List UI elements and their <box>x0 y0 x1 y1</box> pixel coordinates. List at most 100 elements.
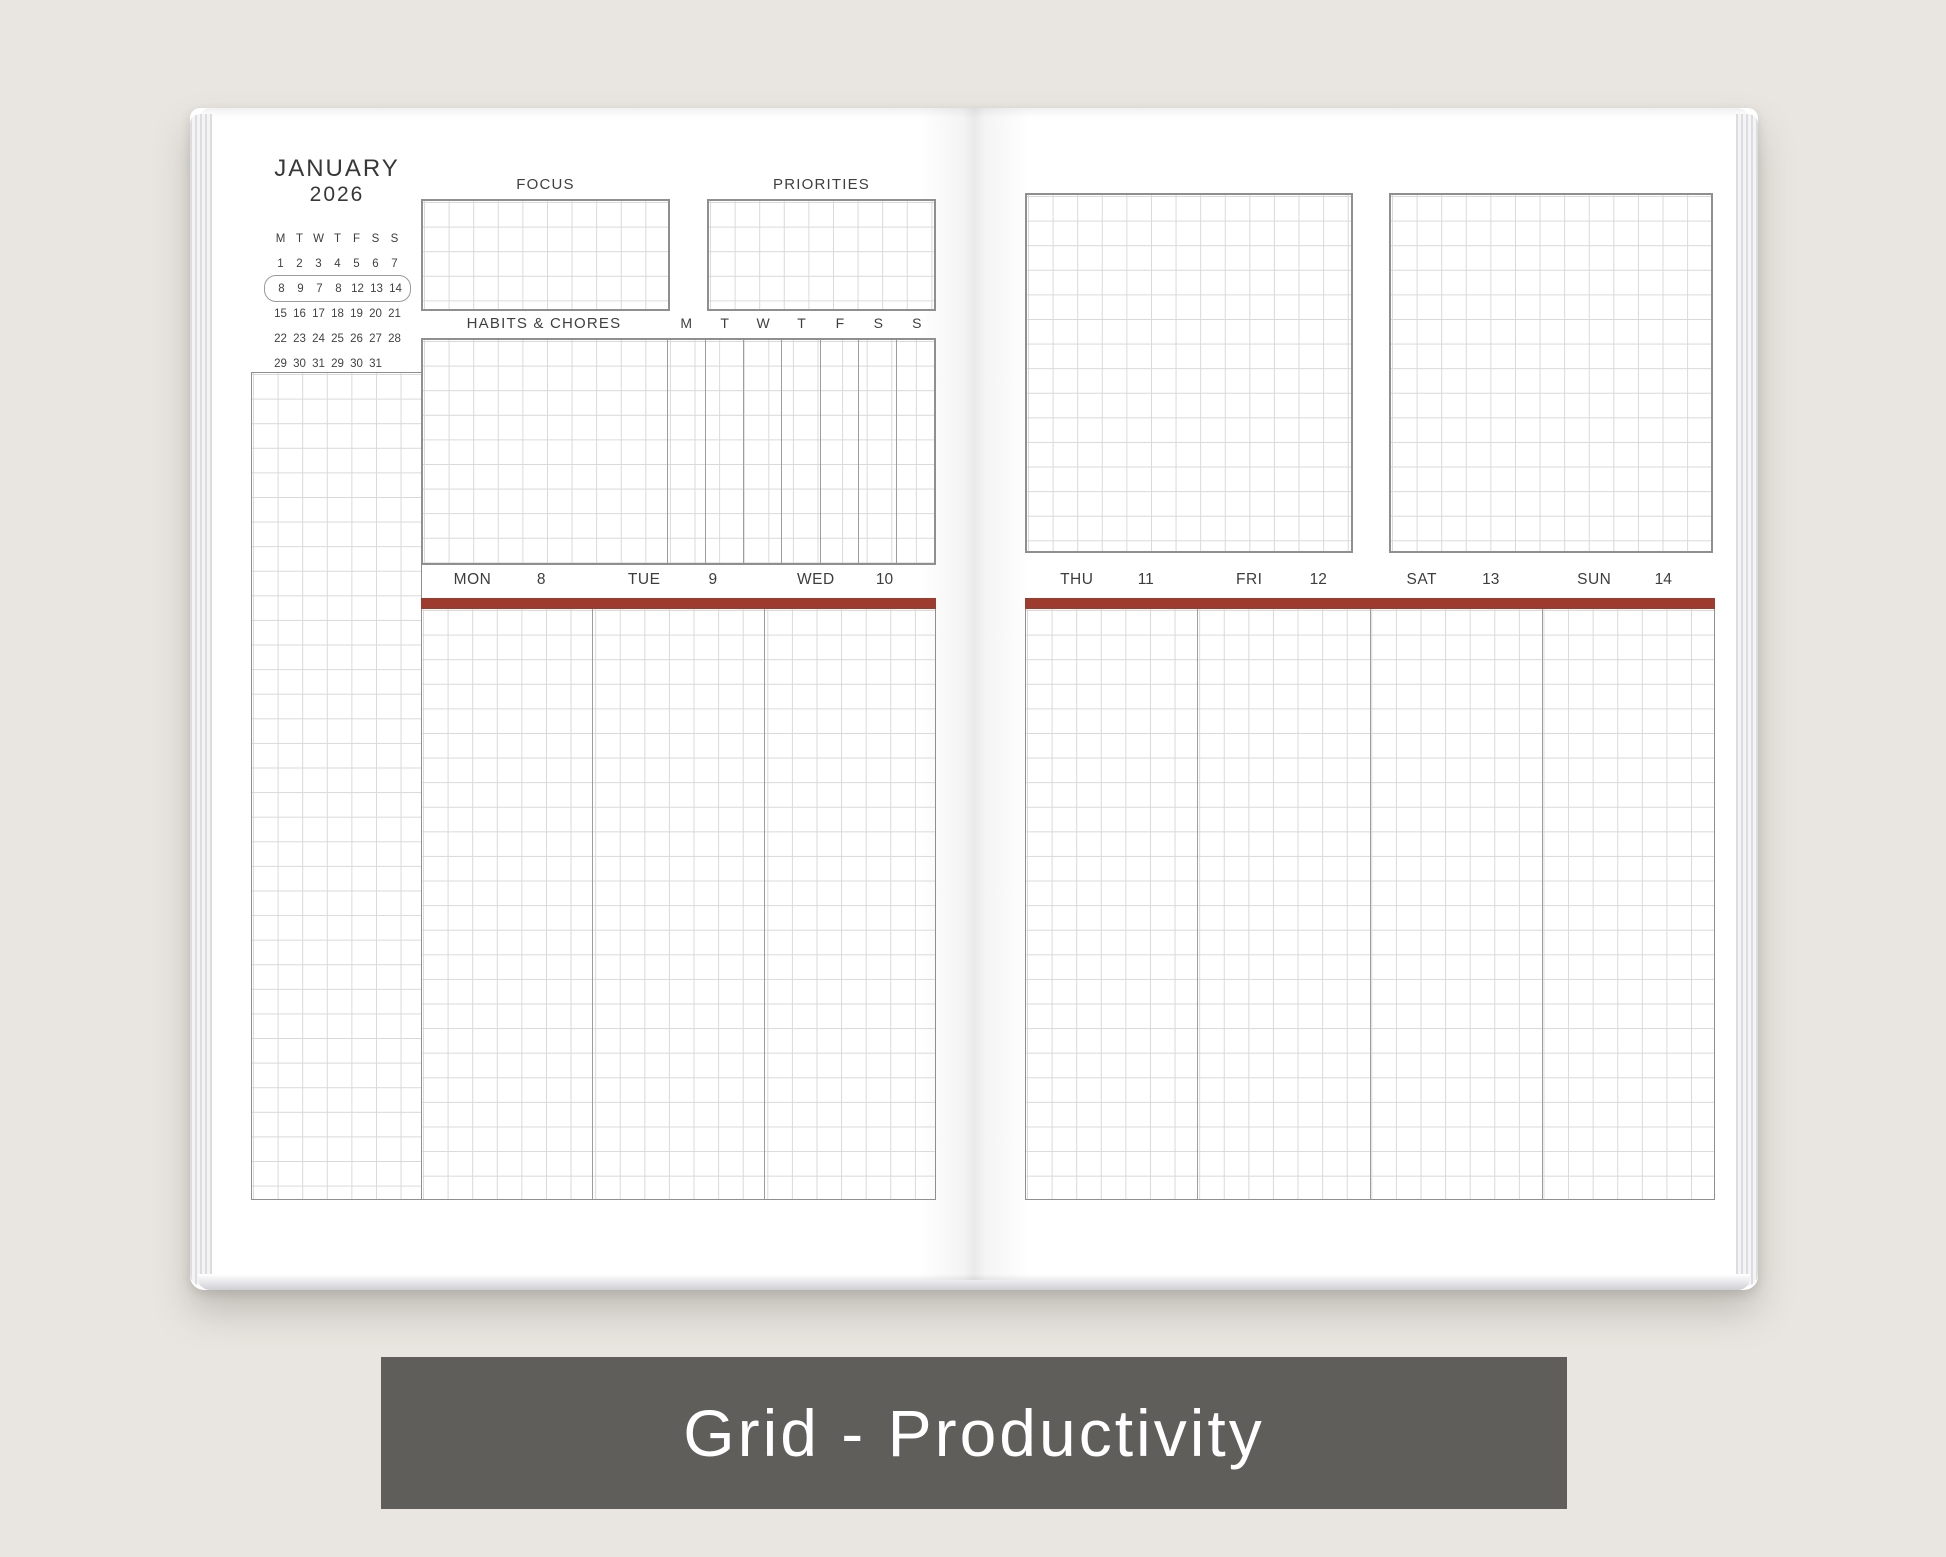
habit-weekday-label: M <box>680 315 693 331</box>
weekday-label: S <box>371 232 380 245</box>
calendar-day: 21 <box>388 307 401 320</box>
day-header-sun: SUN 14 <box>1543 566 1716 596</box>
calendar-day: 17 <box>312 307 325 320</box>
habits-section-label: HABITS & CHORES <box>466 315 622 332</box>
day-date: 11 <box>1137 571 1154 588</box>
day-date: 12 <box>1309 571 1327 588</box>
focus-section-label: FOCUS <box>516 176 575 193</box>
habit-column <box>857 340 896 563</box>
day-column-fri <box>1197 609 1369 1199</box>
calendar-day: 31 <box>369 357 382 370</box>
calendar-day: 30 <box>293 357 306 370</box>
calendar-day: 28 <box>388 332 401 345</box>
page-edges-bottom <box>198 1274 1750 1290</box>
day-date: 10 <box>875 571 894 588</box>
page-edges-right <box>1736 114 1758 1286</box>
calendar-day: 16 <box>293 307 306 320</box>
mini-calendar: M T W T F S S 1 2 3 4 5 6 7 8 9 7 8 12 1… <box>264 226 411 376</box>
priorities-grid-box <box>707 199 936 311</box>
caption-banner-label: Grid - Productivity <box>683 1396 1265 1470</box>
calendar-day: 18 <box>331 307 344 320</box>
weekday-label: M <box>275 232 286 245</box>
day-name: FRI <box>1236 571 1263 588</box>
focus-grid-box <box>421 199 670 311</box>
calendar-day: 30 <box>350 357 363 370</box>
day-name: THU <box>1060 571 1094 588</box>
calendar-day: 27 <box>369 332 382 345</box>
right-page-day-columns <box>1025 609 1715 1200</box>
calendar-day: 13 <box>370 282 383 295</box>
right-page-notes-grid-left <box>1025 193 1353 553</box>
habits-tracker-box <box>421 338 936 565</box>
calendar-day: 4 <box>334 257 341 270</box>
calendar-day: 24 <box>312 332 325 345</box>
left-page-day-columns <box>421 609 936 1200</box>
day-header-fri: FRI 12 <box>1198 566 1371 596</box>
calendar-day: 6 <box>372 257 379 270</box>
calendar-day: 15 <box>274 307 287 320</box>
sidebar-notes-grid <box>251 372 422 1200</box>
weekday-label: T <box>333 232 342 245</box>
current-week-highlight: 8 9 7 8 12 13 14 <box>264 275 411 302</box>
calendar-day: 25 <box>331 332 344 345</box>
calendar-day: 5 <box>353 257 360 270</box>
calendar-week-row: 22 23 24 25 26 27 28 <box>271 326 404 351</box>
book-top-edge <box>200 108 1748 118</box>
calendar-day: 3 <box>315 257 322 270</box>
book-spine-gutter <box>919 108 1029 1280</box>
habit-column <box>705 340 743 563</box>
calendar-day: 26 <box>350 332 363 345</box>
right-page-notes-grid-right <box>1389 193 1713 553</box>
day-column-sun <box>1541 609 1714 1199</box>
calendar-day: 29 <box>331 357 344 370</box>
year-title: 2026 <box>309 182 365 206</box>
calendar-day: 19 <box>350 307 363 320</box>
calendar-week-row: 15 16 17 18 19 20 21 <box>271 301 404 326</box>
weekday-label: W <box>313 232 324 245</box>
habit-weekday-label: F <box>835 315 845 331</box>
month-year-title: JANUARY 2026 <box>257 155 417 207</box>
left-page-accent-bar <box>421 598 936 609</box>
right-page-day-headers: THU 11 FRI 12 SAT 13 SUN 14 <box>1025 566 1715 596</box>
mini-calendar-weekday-header: M T W T F S S <box>271 226 404 251</box>
day-column-mon <box>422 609 592 1199</box>
day-date: 13 <box>1482 571 1500 588</box>
priorities-section-label: PRIORITIES <box>772 176 870 193</box>
habit-weekday-label: S <box>912 315 922 331</box>
calendar-day: 22 <box>274 332 287 345</box>
day-name: WED <box>797 571 835 588</box>
day-column-wed <box>763 609 935 1199</box>
day-name: SAT <box>1406 571 1437 588</box>
weekday-label: T <box>295 232 304 245</box>
day-column-tue <box>592 609 763 1199</box>
calendar-day: 12 <box>351 282 364 295</box>
day-header-sat: SAT 13 <box>1370 566 1543 596</box>
day-name: MON <box>453 571 492 588</box>
calendar-day: 20 <box>369 307 382 320</box>
weekday-label: S <box>390 232 399 245</box>
day-date: 14 <box>1654 571 1672 588</box>
calendar-day: 8 <box>335 282 342 295</box>
habit-column <box>895 340 934 563</box>
calendar-day: 29 <box>274 357 287 370</box>
day-header-tue: TUE 9 <box>593 566 765 596</box>
calendar-day: 1 <box>277 257 284 270</box>
calendar-day: 8 <box>278 282 285 295</box>
calendar-day: 2 <box>296 257 303 270</box>
habit-weekday-label: S <box>873 315 884 331</box>
habit-weekday-label: T <box>720 315 729 331</box>
habit-column <box>781 340 819 563</box>
day-column-sat <box>1369 609 1542 1199</box>
calendar-week-row: 1 2 3 4 5 6 7 <box>271 251 404 276</box>
caption-banner: Grid - Productivity <box>381 1357 1567 1509</box>
day-header-thu: THU 11 <box>1025 566 1198 596</box>
right-page-accent-bar <box>1025 598 1715 609</box>
day-date: 9 <box>708 571 718 588</box>
calendar-day: 7 <box>316 282 323 295</box>
habit-weekday-label: W <box>756 315 770 331</box>
day-header-mon: MON 8 <box>421 566 593 596</box>
calendar-week-row: 29 30 31 29 30 31 <box>271 351 404 376</box>
calendar-day: 7 <box>391 257 398 270</box>
habit-column <box>667 340 705 563</box>
